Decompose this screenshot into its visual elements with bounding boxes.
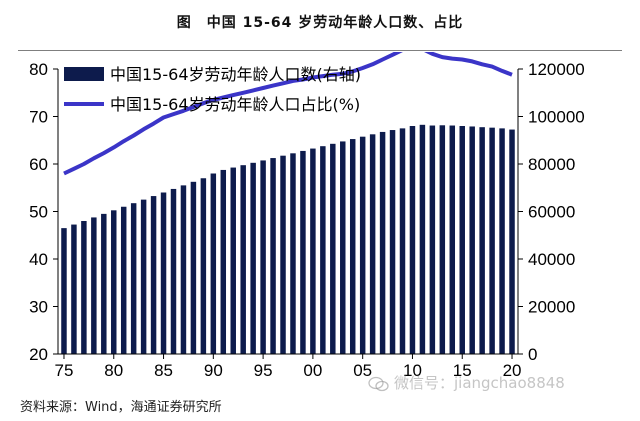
bar-1981: [120, 206, 127, 354]
bar-2004: [349, 139, 356, 354]
bar-2012: [429, 125, 436, 355]
legend-label-bar: 中国15-64岁劳动年龄人口数(右轴): [110, 65, 361, 84]
right-tick-label: 120000: [528, 60, 585, 79]
bar-2008: [389, 130, 396, 354]
bar-1994: [250, 162, 256, 354]
x-tick-label: 80: [104, 361, 123, 380]
legend-label-line: 中国15-64岁劳动年龄人口占比(%): [110, 95, 360, 114]
x-tick-label: 95: [254, 361, 273, 380]
bar-2002: [330, 143, 336, 354]
right-tick-label: 100000: [528, 108, 585, 127]
right-tick-label: 80000: [528, 155, 575, 174]
bar-1980: [111, 210, 117, 354]
bar-1992: [230, 167, 236, 354]
left-tick-label: 80: [29, 60, 48, 79]
left-tick-label: 60: [29, 155, 48, 174]
right-tick-label: 20000: [528, 298, 575, 317]
bar-1987: [180, 185, 187, 354]
bar-2011: [419, 124, 426, 354]
chart-title: 图 中国 15-64 岁劳动年龄人口数、占比: [176, 15, 464, 31]
right-tick-label: 0: [528, 345, 537, 364]
left-tick-label: 40: [29, 250, 48, 269]
left-tick-label: 70: [29, 108, 48, 127]
bar-1976: [71, 224, 77, 354]
bar-1984: [150, 196, 157, 354]
bar-series: [61, 124, 515, 355]
bar-2019: [499, 128, 505, 354]
right-tick-label: 60000: [528, 203, 575, 222]
bar-1989: [200, 178, 207, 354]
chart: 2030405060708002000040000600008000010000…: [29, 52, 585, 380]
bar-2003: [340, 141, 346, 354]
bar-1996: [270, 158, 276, 354]
bar-2000: [310, 148, 316, 354]
line-series: [63, 52, 513, 176]
bar-1982: [130, 203, 137, 354]
watermark: 微信号：jiangchao8848: [368, 372, 565, 393]
bar-1975: [61, 228, 67, 354]
watermark-text: 微信号：jiangchao8848: [394, 374, 565, 392]
left-tick-label: 50: [29, 203, 48, 222]
bar-2007: [379, 131, 386, 354]
x-tick-label: 05: [353, 361, 372, 380]
wechat-icon: [368, 376, 389, 391]
bar-1998: [290, 153, 296, 354]
chart-title-bar: 图 中国 15-64 岁劳动年龄人口数、占比: [0, 0, 640, 46]
bar-1995: [260, 160, 266, 354]
left-tick-label: 30: [29, 298, 48, 317]
bar-1986: [170, 188, 177, 354]
bar-1983: [140, 199, 147, 354]
bar-1990: [210, 173, 217, 354]
bar-2001: [320, 146, 326, 354]
x-tick-label: 10: [403, 361, 422, 380]
bar-2017: [479, 127, 485, 354]
bar-2013: [439, 125, 446, 354]
bar-2006: [369, 134, 376, 354]
bar-2009: [399, 128, 406, 354]
bar-1997: [280, 155, 286, 354]
right-tick-label: 40000: [528, 250, 575, 269]
bar-1977: [81, 221, 87, 354]
left-tick-label: 20: [29, 345, 48, 364]
bar-2014: [449, 125, 456, 355]
bar-1985: [160, 192, 167, 354]
source-note: 资料来源：Wind，海通证券研究所: [20, 400, 222, 415]
bar-2010: [409, 126, 416, 354]
x-tick-label: 20: [503, 361, 522, 380]
bar-2020: [509, 129, 515, 354]
axes: 2030405060708002000040000600008000010000…: [29, 60, 585, 380]
line-share-percent: [63, 52, 513, 176]
bar-1991: [220, 169, 227, 354]
bar-2018: [489, 127, 495, 354]
bar-2016: [469, 126, 475, 354]
bar-2005: [359, 136, 366, 354]
x-tick-label: 15: [453, 361, 472, 380]
bar-1978: [91, 217, 97, 354]
legend-swatch-bar: [64, 67, 104, 81]
bar-1988: [190, 181, 197, 354]
x-tick-label: 75: [55, 361, 74, 380]
legend: 中国15-64岁劳动年龄人口数(右轴) 中国15-64岁劳动年龄人口占比(%): [64, 65, 361, 114]
x-tick-label: 00: [303, 361, 322, 380]
bar-1979: [101, 213, 107, 354]
x-tick-label: 85: [154, 361, 173, 380]
x-tick-label: 90: [204, 361, 223, 380]
bar-1993: [240, 165, 246, 354]
title-divider: [18, 50, 622, 51]
bar-2015: [459, 126, 465, 354]
bar-1999: [300, 150, 306, 354]
